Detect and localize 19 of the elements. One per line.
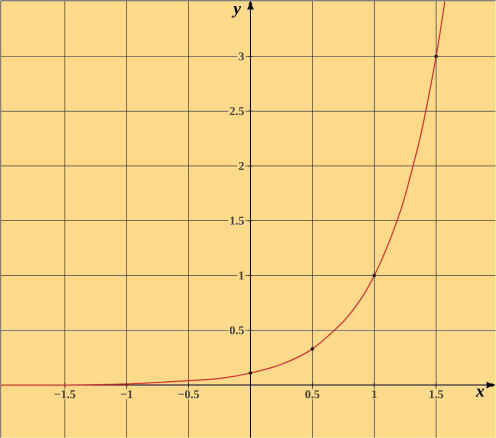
y-tick-label: 1.5 (230, 216, 244, 225)
x-tick-label: −0.5 (178, 390, 200, 398)
line-series (0, 0, 446, 386)
y-tick-label: 2.5 (230, 107, 244, 116)
x-axis-title: x (476, 388, 484, 397)
y-tick-label: 1 (239, 271, 244, 280)
y-axis-title: y (232, 6, 242, 18)
point (372, 274, 376, 278)
y-tick-label: 0.5 (230, 326, 244, 334)
point (310, 347, 314, 351)
x-tick-label: −1.5 (54, 390, 76, 398)
x-tick-label: −1 (120, 390, 132, 398)
y-tick-label: 3 (238, 52, 244, 60)
x-tick-label: 0.5 (305, 390, 320, 398)
point (434, 54, 438, 58)
y-tick-label: 2 (238, 162, 244, 170)
point (248, 371, 252, 375)
x-tick-label: 1 (372, 390, 377, 398)
x-tick-label: 1.5 (430, 390, 444, 398)
